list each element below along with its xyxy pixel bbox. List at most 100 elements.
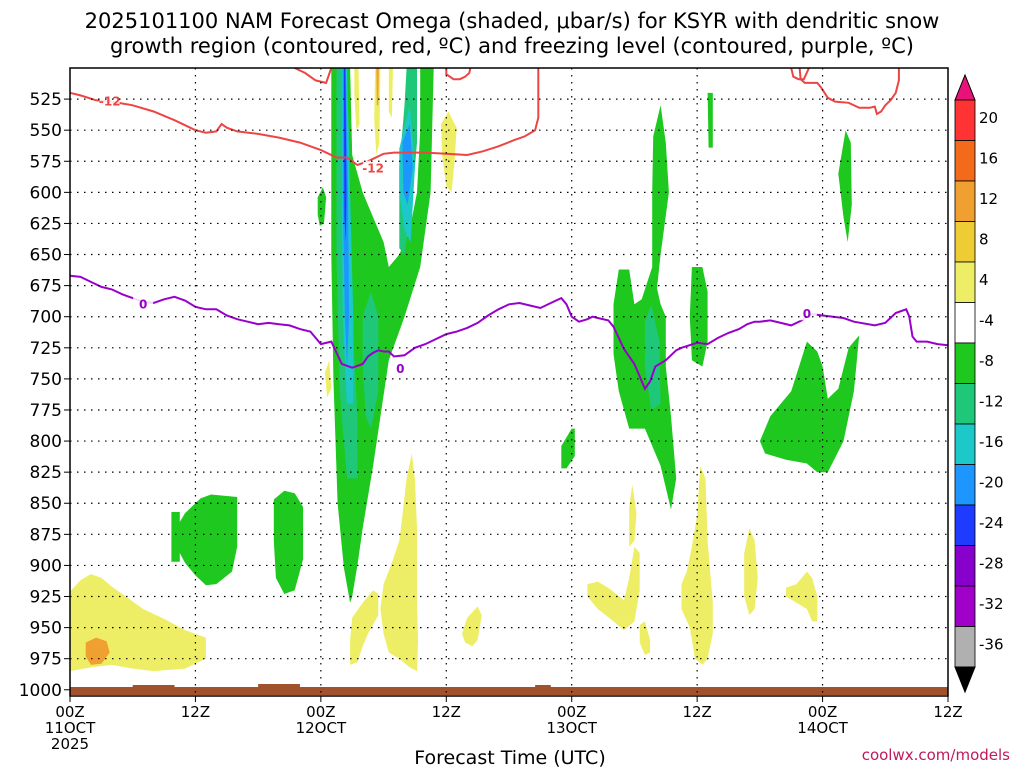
contour-minus12-line-3 — [790, 68, 810, 81]
xtick-label-72-0: 00Z — [808, 703, 837, 721]
ytick-label-725: 725 — [30, 339, 62, 359]
colorbar-label-11: -28 — [979, 555, 1004, 573]
colorbar-label-7: -12 — [979, 393, 1004, 411]
omega-region-4 — [273, 490, 304, 594]
chart-title: 2025101100 NAM Forecast Omega (shaded, μ… — [85, 9, 940, 58]
colorbar-swatch-1 — [954, 140, 976, 182]
contour-label-zero-0: 0 — [133, 296, 154, 311]
colorbar-label-2: 12 — [979, 190, 998, 208]
omega-region-30 — [380, 453, 419, 672]
omega-region-10 — [652, 105, 669, 305]
ground-bump-0 — [132, 685, 175, 687]
omega-region-26 — [388, 68, 393, 118]
ytick-label-775: 775 — [30, 401, 62, 421]
omega-region-11 — [707, 92, 713, 148]
ytick-label-875: 875 — [30, 525, 62, 545]
omega-region-28 — [325, 360, 332, 398]
omega-region-25 — [376, 68, 379, 106]
colorbar-swatch-5 — [954, 302, 976, 344]
colorbar-label-12: -32 — [979, 595, 1004, 613]
colorbar-swatch-4 — [954, 261, 976, 303]
xtick-label-24-0: 00Z — [306, 703, 335, 721]
y-axis-ticks: 525 550 575 600 625 650 675 700 725 750 775 800 825 8… — [19, 90, 70, 701]
colorbar-label-4: 4 — [979, 271, 989, 289]
contour-label-minus12-0: -12 — [99, 93, 121, 109]
colorbar-label-8: -16 — [979, 433, 1004, 451]
contour-minus12-line-4 — [798, 68, 900, 116]
omega-region-21 — [402, 124, 413, 205]
contours: -12 -12 0 0 0 — [70, 68, 948, 391]
omega-region-22 — [343, 68, 347, 243]
colorbar-bottom-arrow — [954, 666, 976, 694]
ytick-label-550: 550 — [30, 121, 62, 141]
chart-title-line2: growth region (contoured, red, ºC) and f… — [110, 34, 914, 58]
omega-region-13 — [838, 130, 852, 243]
ytick-label-950: 950 — [30, 619, 62, 639]
colorbar-swatch-6 — [954, 342, 976, 384]
ytick-label-975: 975 — [30, 650, 62, 670]
xtick-label-12-0: 12Z — [181, 703, 210, 721]
colorbar-label-0: 20 — [979, 109, 998, 127]
xtick-label-72-1: 14OCT — [797, 719, 848, 737]
xtick-label-36-0: 12Z — [432, 703, 461, 721]
contour-minus12-line-1 — [294, 68, 333, 85]
x-axis-label: Forecast Time (UTC) — [414, 747, 605, 768]
omega-region-12 — [759, 335, 860, 473]
omega-region-36 — [744, 528, 758, 616]
ground-bump-2 — [535, 685, 551, 687]
svg-text:-12: -12 — [362, 162, 384, 176]
ground-strip — [70, 687, 948, 695]
svg-text:0: 0 — [803, 307, 811, 321]
ytick-label-900: 900 — [30, 556, 62, 576]
xtick-label-60-0: 12Z — [682, 703, 711, 721]
ground-surface — [70, 684, 948, 695]
omega-region-7 — [561, 428, 575, 469]
ytick-label-925: 925 — [30, 588, 62, 608]
colorbar-swatch-11 — [954, 545, 976, 587]
svg-text:0: 0 — [396, 362, 404, 376]
omega-region-33 — [639, 621, 651, 655]
omega-region-35 — [629, 484, 637, 547]
xtick-label-0-1: 11OCT — [45, 719, 96, 737]
colorbar-label-13: -36 — [979, 636, 1004, 654]
omega-region-1 — [85, 637, 110, 665]
xtick-label-84-0: 12Z — [933, 703, 962, 721]
ytick-label-625: 625 — [30, 214, 62, 234]
omega-region-27 — [441, 111, 457, 193]
contour-label-zero-2: 0 — [796, 306, 817, 321]
colorbar-label-9: -20 — [979, 474, 1004, 492]
colorbar-swatch-9 — [954, 464, 976, 506]
contour-minus12-line-0 — [70, 68, 540, 167]
colorbar-swatch-0 — [954, 99, 976, 141]
colorbar-swatch-8 — [954, 423, 976, 465]
xtick-label-48-0: 00Z — [557, 703, 586, 721]
xtick-label-0-2: 2025 — [51, 735, 89, 753]
ytick-label-650: 650 — [30, 246, 62, 266]
colorbar-label-1: 16 — [979, 150, 998, 168]
colorbar-swatch-13 — [954, 626, 976, 668]
colorbar-swatch-3 — [954, 221, 976, 263]
colorbar-label-6: -8 — [979, 352, 994, 370]
contour-label-minus12-1: -12 — [362, 160, 384, 176]
ytick-label-750: 750 — [30, 370, 62, 390]
ytick-label-800: 800 — [30, 432, 62, 452]
colorbar-swatch-7 — [954, 383, 976, 425]
omega-region-31 — [462, 606, 482, 647]
colorbar-swatch-12 — [954, 585, 976, 627]
colorbar: 20 16 12 8 4 -4 -8 -12 -16 -20 -24 -28 -32 -36 — [954, 73, 1004, 694]
xtick-label-0-0: 00Z — [55, 703, 84, 721]
omega-region-24 — [374, 68, 381, 155]
omega-region-16 — [362, 291, 379, 429]
colorbar-label-5: -4 — [979, 312, 994, 330]
omega-region-32 — [587, 546, 640, 631]
ytick-label-700: 700 — [30, 308, 62, 328]
plot-frame — [69, 67, 949, 697]
ytick-label-1000: 1000 — [19, 681, 62, 701]
colorbar-swatch-10 — [954, 504, 976, 546]
contour-minus12-line-2 — [445, 68, 472, 81]
ytick-label-600: 600 — [30, 183, 62, 203]
colorbar-label-10: -24 — [979, 514, 1004, 532]
omega-shading — [70, 68, 860, 672]
